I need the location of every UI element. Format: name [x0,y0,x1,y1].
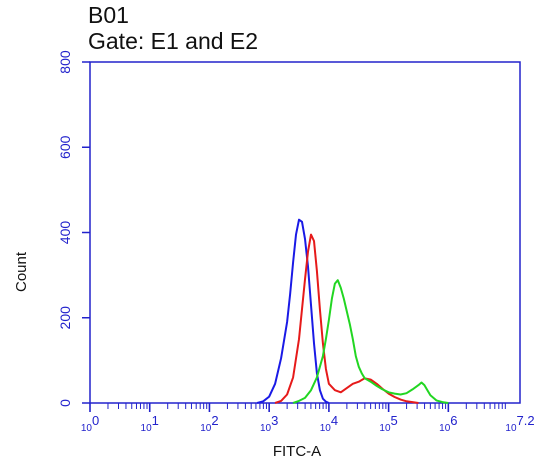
x-tick-label: 104 [320,413,338,434]
green-histogram-line [292,279,449,404]
x-tick-label: 100 [81,413,99,434]
y-axis-ticks: 0 200 400 600 800 [57,50,90,407]
y-axis-label: Count [13,251,30,292]
blue-histogram-line [256,218,330,404]
x-axis-label: FITC-A [273,443,321,460]
sample-id-label: B01 [88,2,129,28]
x-tick-label: 103 [260,413,278,434]
y-tick-label: 200 [57,306,73,330]
y-tick-label: 0 [57,399,73,407]
histogram-series [256,218,449,404]
x-tick-label: 102 [200,413,218,434]
x-axis-ticks: 100 101 102 103 104 105 106 107.2 [81,403,535,434]
plot-frame [89,61,521,404]
x-tick-label: 101 [141,413,159,434]
y-tick-label: 600 [57,135,73,159]
gate-label: Gate: E1 and E2 [88,28,259,54]
x-tick-label: 107.2 [505,413,534,434]
x-tick-label: 106 [439,413,457,434]
x-tick-label: 105 [379,413,397,434]
red-histogram-line [274,233,419,404]
y-tick-label: 800 [57,50,73,74]
y-tick-label: 400 [57,221,73,245]
